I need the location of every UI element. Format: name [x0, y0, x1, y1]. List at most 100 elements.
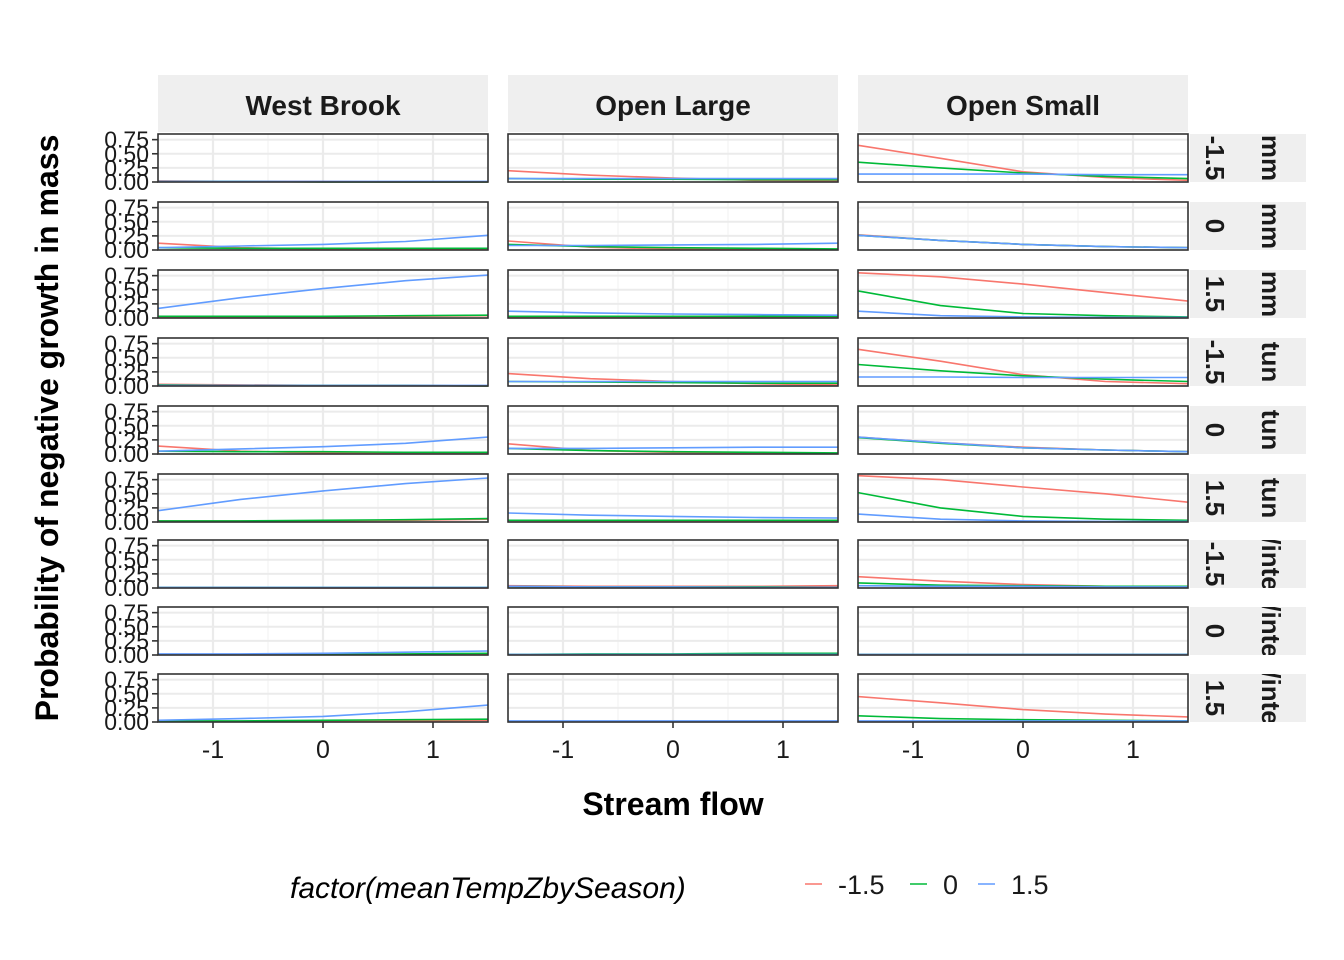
- row-strip-season-label: mm: [1256, 203, 1286, 249]
- panel-border: [157, 405, 489, 455]
- y-tick-label: 0.00: [104, 709, 149, 735]
- row-strip-bg: [1190, 607, 1306, 655]
- row-strip-bg: [1190, 540, 1306, 588]
- series-line: [858, 376, 1188, 379]
- panel: [507, 473, 839, 523]
- panel-border: [857, 133, 1189, 183]
- row-strip-level-label: -1.5: [1200, 542, 1230, 587]
- y-tick-label: 0.75: [104, 331, 149, 357]
- x-axis-ticks: -1 0 1 -1 0 1 -1 0 1: [202, 722, 1140, 764]
- y-tick-label: 0.25: [104, 223, 149, 249]
- y-tick-label: 0.50: [104, 614, 149, 640]
- panel-border: [857, 606, 1189, 656]
- y-tick-label: 0.75: [104, 533, 149, 559]
- legend-label: 0: [943, 870, 958, 900]
- y-tick-label: 0.50: [104, 277, 149, 303]
- y-tick-label: 0.50: [104, 681, 149, 707]
- y-axis-title: Probability of negative growth in mass: [29, 135, 65, 722]
- column-strip-bg: [158, 75, 488, 132]
- series-line: [857, 584, 1188, 588]
- column-strip-bg: [858, 75, 1188, 132]
- panel: [507, 269, 839, 319]
- x-tick-label: 0: [1016, 736, 1030, 764]
- row-strip-bg: [1190, 270, 1306, 318]
- y-tick-label: 0.50: [104, 209, 149, 235]
- row-strip-bg: [1190, 406, 1306, 454]
- column-strips: West Brook Open Large Open Small: [158, 75, 1188, 132]
- series-line: [857, 290, 1189, 318]
- panel: [857, 269, 1189, 319]
- panel: [157, 201, 489, 251]
- x-axis-title: Stream flow: [582, 786, 763, 822]
- panel-border: [857, 539, 1189, 589]
- panel-border: [857, 473, 1189, 523]
- panel: [157, 405, 489, 455]
- row-strip-season-label: mm: [1256, 271, 1286, 317]
- legend-label: -1.5: [838, 870, 885, 900]
- y-tick-label: 0.75: [104, 263, 149, 289]
- y-tick-label: 0.75: [104, 467, 149, 493]
- y-tick-label: 0.00: [104, 575, 149, 601]
- panel: [857, 337, 1189, 387]
- series-line: [857, 144, 1189, 182]
- row-strip-bg: [1190, 338, 1306, 386]
- panel: [857, 133, 1189, 183]
- panel-border: [857, 201, 1189, 251]
- panel: [507, 606, 839, 656]
- column-strip-bg: [508, 75, 838, 132]
- legend-title: factor(meanTempZbySeason): [290, 872, 686, 905]
- panel: [857, 673, 1189, 723]
- panel-border: [157, 337, 489, 387]
- y-tick-label: 0.25: [104, 495, 149, 521]
- panel: [507, 337, 839, 387]
- panel-border: [507, 269, 839, 319]
- series-line: [157, 704, 489, 722]
- panel-border: [157, 473, 489, 523]
- panel-border: [507, 473, 839, 523]
- panel: [157, 337, 489, 387]
- panel-border: [157, 269, 489, 319]
- y-axis-ticks: 0.000.250.500.750.000.250.500.750.000.25…: [104, 127, 158, 735]
- y-tick-label: 0.50: [104, 141, 149, 167]
- row-strip-season-label: tun: [1256, 478, 1286, 518]
- row-strip-season-label: /inte: [1256, 537, 1286, 590]
- panel: [857, 606, 1189, 656]
- panel: [507, 201, 839, 251]
- series-line: [508, 446, 838, 450]
- series-line: [158, 718, 489, 722]
- series-line: [857, 348, 1189, 385]
- series-line: [507, 310, 839, 316]
- panel: [157, 606, 489, 656]
- x-tick-label: 0: [666, 736, 680, 764]
- panel-border: [857, 269, 1189, 319]
- panel: [157, 539, 489, 589]
- series-line: [157, 274, 489, 310]
- x-tick-label: 1: [776, 736, 790, 764]
- y-tick-label: 0.25: [104, 628, 149, 654]
- series-line: [858, 173, 1188, 176]
- series-line: [857, 491, 1189, 522]
- series-line: [157, 477, 489, 512]
- row-strip-season-label: tun: [1256, 410, 1286, 450]
- legend: factor(meanTempZbySeason) -1.5 0 1.5: [290, 870, 1049, 905]
- x-tick-label: -1: [552, 736, 574, 764]
- x-tick-label: -1: [902, 736, 924, 764]
- x-tick-label: 0: [316, 736, 330, 764]
- panel-border: [507, 606, 839, 656]
- y-tick-label: 0.00: [104, 305, 149, 331]
- row-strip-bg: [1190, 674, 1306, 722]
- panel: [507, 673, 839, 723]
- series-line: [157, 436, 489, 452]
- panel: [157, 473, 489, 523]
- y-tick-label: 0.25: [104, 695, 149, 721]
- series-line: [857, 436, 1189, 453]
- y-tick-label: 0.50: [104, 345, 149, 371]
- panel-border: [507, 201, 839, 251]
- panel-border: [507, 337, 839, 387]
- y-tick-label: 0.25: [104, 291, 149, 317]
- row-strip-level-label: 1.5: [1200, 680, 1230, 716]
- y-tick-label: 0.75: [104, 127, 149, 153]
- panel-border: [507, 133, 839, 183]
- panel-border: [157, 606, 489, 656]
- series-line: [158, 314, 489, 318]
